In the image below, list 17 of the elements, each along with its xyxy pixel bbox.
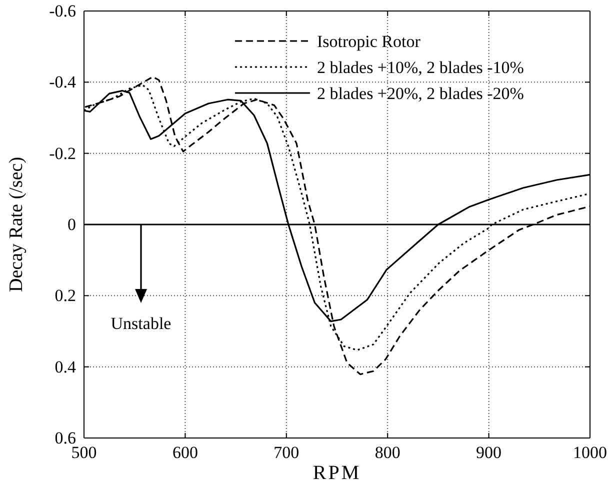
y-tick-label: 0 bbox=[68, 214, 76, 234]
x-tick-label: 900 bbox=[476, 443, 502, 462]
y-tick-label: -0.2 bbox=[49, 144, 76, 163]
x-tick-label: 1000 bbox=[573, 443, 607, 462]
legend-label: 2 blades +20%, 2 blades -20% bbox=[317, 84, 524, 103]
legend-label: 2 blades +10%, 2 blades -10% bbox=[317, 58, 524, 77]
y-tick-label: 0.2 bbox=[54, 286, 76, 306]
x-tick-label: 600 bbox=[172, 443, 198, 462]
y-tick-label: 0.4 bbox=[54, 357, 76, 376]
annotation: Unstable bbox=[110, 314, 172, 333]
y-tick-label: -0.6 bbox=[49, 1, 76, 20]
y-tick-label: -0.4 bbox=[49, 72, 76, 92]
legend-label: Isotropic Rotor bbox=[317, 32, 421, 51]
y-axis-title: Decay Rate (/sec) bbox=[6, 156, 27, 292]
x-tick-label: 800 bbox=[374, 443, 400, 462]
x-axis-title: RPM bbox=[312, 462, 362, 484]
x-tick-label: 700 bbox=[274, 443, 300, 462]
